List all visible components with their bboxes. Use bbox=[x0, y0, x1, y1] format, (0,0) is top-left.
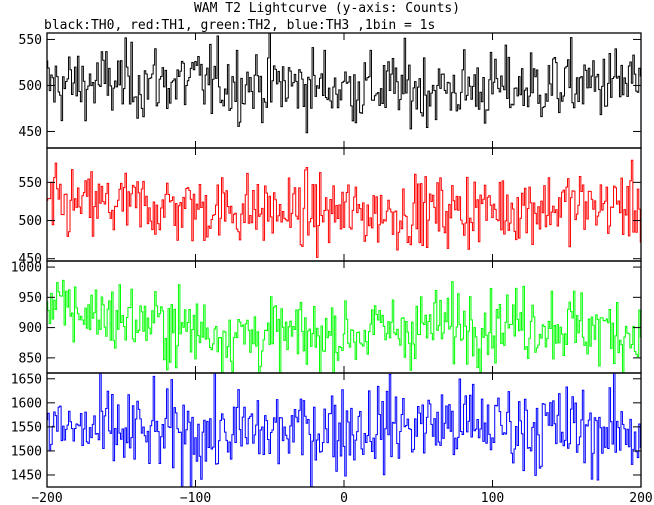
series-line-th2 bbox=[47, 279, 641, 373]
chart-subtitle: black:TH0, red:TH1, green:TH2, blue:TH3 … bbox=[44, 18, 436, 33]
y-tick-label-th0-500: 500 bbox=[19, 79, 42, 94]
y-tick-label-th2-1000: 1000 bbox=[11, 261, 42, 276]
panel-frame-th0 bbox=[46, 32, 642, 149]
panel-frame-th2 bbox=[46, 260, 642, 374]
y-tick-label-th2-950: 950 bbox=[19, 291, 42, 306]
panel-frame-th1 bbox=[46, 147, 642, 262]
series-line-th3 bbox=[47, 373, 641, 487]
y-tick-label-th3-1450: 1450 bbox=[11, 468, 42, 483]
series-line-th1 bbox=[47, 159, 641, 258]
y-tick-label-th0-550: 550 bbox=[19, 33, 42, 48]
y-tick-label-th1-500: 500 bbox=[19, 214, 42, 229]
chart-title: WAM T2 Lightcurve (y-axis: Counts) bbox=[193, 1, 461, 16]
x-tick-label-200: 200 bbox=[629, 491, 652, 505]
x-tick-label--100: −100 bbox=[180, 491, 211, 505]
y-tick-label-th3-1550: 1550 bbox=[11, 420, 42, 435]
y-tick-label-th2-900: 900 bbox=[19, 321, 42, 336]
y-tick-label-th3-1500: 1500 bbox=[11, 444, 42, 459]
x-tick-label-100: 100 bbox=[481, 491, 504, 505]
y-tick-label-th0-450: 450 bbox=[19, 125, 42, 140]
y-tick-label-th3-1650: 1650 bbox=[11, 372, 42, 387]
panel-frame-th3 bbox=[46, 372, 642, 488]
series-line-th0 bbox=[47, 33, 641, 134]
y-tick-label-th1-450: 450 bbox=[19, 252, 42, 267]
y-tick-label-th3-1600: 1600 bbox=[11, 396, 42, 411]
y-tick-label-th1-550: 550 bbox=[19, 176, 42, 191]
y-tick-label-th2-850: 850 bbox=[19, 351, 42, 366]
x-tick-label-0: 0 bbox=[340, 491, 348, 505]
x-tick-label--200: −200 bbox=[31, 491, 62, 505]
